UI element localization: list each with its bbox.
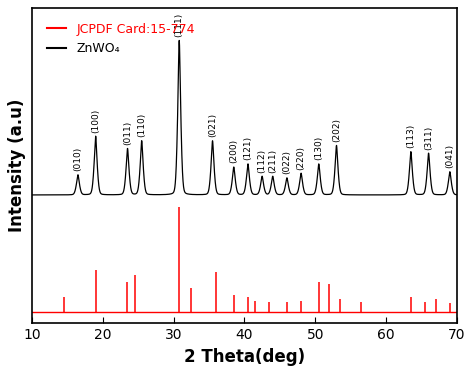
Text: (200): (200) — [229, 140, 238, 163]
Text: (011): (011) — [123, 121, 132, 145]
Text: (111): (111) — [175, 13, 184, 37]
Text: (130): (130) — [314, 136, 323, 160]
Text: (100): (100) — [91, 108, 100, 133]
Legend: JCPDF Card:15-774, ZnWO₄: JCPDF Card:15-774, ZnWO₄ — [42, 18, 200, 60]
Text: (041): (041) — [446, 144, 455, 168]
Text: (112): (112) — [257, 148, 266, 173]
Text: (010): (010) — [73, 147, 82, 171]
X-axis label: 2 Theta(deg): 2 Theta(deg) — [184, 348, 305, 366]
Text: (311): (311) — [424, 125, 433, 150]
Text: (121): (121) — [244, 136, 253, 160]
Y-axis label: Intensity (a.u): Intensity (a.u) — [9, 99, 27, 233]
Text: (220): (220) — [297, 146, 306, 170]
Text: (110): (110) — [137, 113, 146, 137]
Text: (113): (113) — [406, 124, 415, 148]
Text: (211): (211) — [268, 148, 277, 173]
Text: (202): (202) — [332, 118, 341, 142]
Text: (021): (021) — [208, 113, 217, 137]
Text: (022): (022) — [283, 150, 292, 174]
